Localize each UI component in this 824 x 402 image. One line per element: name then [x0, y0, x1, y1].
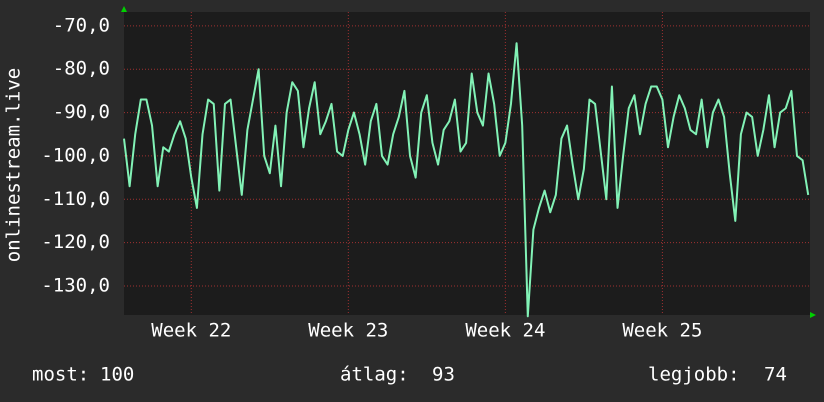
y-tick-label: -120,0	[41, 231, 110, 253]
y-tick-label: -70,0	[53, 14, 110, 36]
y-tick-label: -110,0	[41, 188, 110, 210]
axis-arrow	[810, 312, 816, 318]
axis-arrow	[121, 6, 127, 12]
footer-value: 100	[100, 364, 134, 386]
x-tick-label: Week 22	[151, 320, 231, 342]
footer-value: 93	[432, 364, 455, 386]
x-tick-label: Week 24	[465, 320, 545, 342]
y-axis-label: onlinestream.live	[3, 68, 25, 262]
footer-label: átlag:	[340, 364, 409, 386]
y-tick-label: -100,0	[41, 144, 110, 166]
y-tick-label: -130,0	[41, 274, 110, 296]
x-tick-label: Week 25	[622, 320, 702, 342]
y-tick-label: -80,0	[53, 58, 110, 80]
footer-label: most:	[32, 364, 89, 386]
x-tick-label: Week 23	[308, 320, 388, 342]
y-tick-label: -90,0	[53, 101, 110, 123]
plot-area	[124, 12, 810, 315]
footer-label: legjobb:	[648, 364, 740, 386]
data-line	[123, 42, 810, 318]
footer-value: 74	[764, 364, 787, 386]
